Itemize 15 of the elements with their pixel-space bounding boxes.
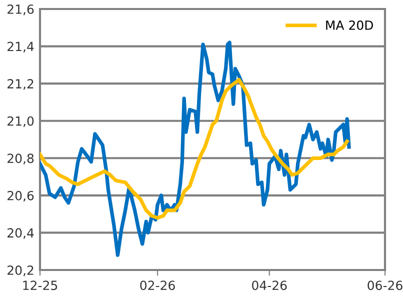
x-tick-label: 02-26 — [140, 280, 175, 290]
y-tick-label: 20,2 — [8, 265, 34, 276]
y-tick-label: 21,4 — [8, 42, 34, 52]
x-tick-label: 12-25 — [23, 280, 58, 290]
line-series — [40, 40, 351, 257]
y-tick-label: 20,8 — [8, 154, 34, 164]
y-tick-label: 20,6 — [8, 190, 34, 202]
y-tick-label: 21,2 — [8, 79, 34, 90]
line-series — [40, 78, 349, 220]
x-tick-label: 04-26 — [252, 280, 287, 290]
legend-label: MA 20D — [326, 20, 374, 30]
x-tick-label: 06-26 — [368, 280, 402, 290]
y-tick-label: 21,0 — [8, 116, 34, 128]
y-tick-label: 21,6 — [8, 4, 34, 16]
y-tick-label: 20,4 — [8, 228, 34, 239]
